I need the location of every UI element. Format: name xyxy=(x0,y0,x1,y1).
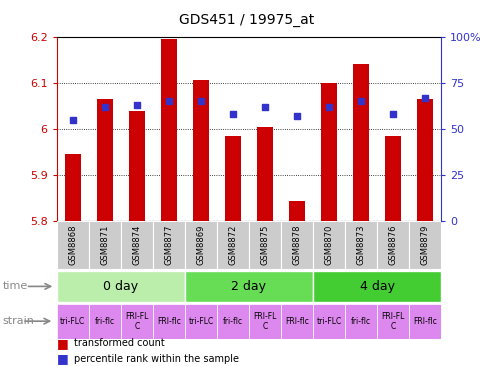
Text: GSM8871: GSM8871 xyxy=(100,225,109,265)
Bar xyxy=(57,221,89,269)
Bar xyxy=(97,99,113,221)
Text: GSM8870: GSM8870 xyxy=(324,225,334,265)
Text: FRI-FL
C: FRI-FL C xyxy=(253,312,277,330)
Bar xyxy=(281,221,313,269)
Point xyxy=(357,98,365,104)
Bar xyxy=(121,221,153,269)
Text: GSM8879: GSM8879 xyxy=(421,225,430,265)
Bar xyxy=(121,304,153,339)
Text: FRI-flc: FRI-flc xyxy=(413,317,437,326)
Bar xyxy=(289,201,305,221)
Bar xyxy=(225,136,241,221)
Bar xyxy=(193,81,209,221)
Bar xyxy=(65,154,81,221)
Point xyxy=(325,104,333,110)
Point xyxy=(421,95,429,101)
Text: GSM8874: GSM8874 xyxy=(132,225,141,265)
Bar xyxy=(409,221,441,269)
Bar xyxy=(353,64,369,221)
Text: GSM8873: GSM8873 xyxy=(356,225,366,265)
Bar xyxy=(281,304,313,339)
Point xyxy=(389,111,397,117)
Bar xyxy=(153,304,185,339)
Bar xyxy=(257,127,273,221)
Bar xyxy=(313,221,345,269)
Point xyxy=(69,117,77,123)
Bar xyxy=(57,304,89,339)
Text: FRI-FL
C: FRI-FL C xyxy=(382,312,405,330)
Point xyxy=(229,111,237,117)
Text: 4 day: 4 day xyxy=(360,280,394,293)
Text: GDS451 / 19975_at: GDS451 / 19975_at xyxy=(179,13,314,27)
Text: GSM8872: GSM8872 xyxy=(228,225,238,265)
Bar xyxy=(153,221,185,269)
Bar xyxy=(89,304,121,339)
Text: time: time xyxy=(2,281,28,291)
Bar xyxy=(57,271,185,302)
Text: fri-flc: fri-flc xyxy=(223,317,243,326)
Text: GSM8875: GSM8875 xyxy=(260,225,270,265)
Text: FRI-flc: FRI-flc xyxy=(285,317,309,326)
Text: GSM8878: GSM8878 xyxy=(292,225,302,265)
Bar xyxy=(89,221,121,269)
Point xyxy=(101,104,108,110)
Bar xyxy=(185,271,313,302)
Bar xyxy=(417,99,433,221)
Bar xyxy=(161,39,177,221)
Text: GSM8869: GSM8869 xyxy=(196,225,206,265)
Point xyxy=(197,98,205,104)
Bar xyxy=(313,271,441,302)
Text: fri-flc: fri-flc xyxy=(95,317,115,326)
Bar xyxy=(185,304,217,339)
Text: FRI-flc: FRI-flc xyxy=(157,317,181,326)
Bar xyxy=(129,111,145,221)
Point xyxy=(293,113,301,119)
Text: ■: ■ xyxy=(57,337,69,350)
Text: fri-flc: fri-flc xyxy=(351,317,371,326)
Text: tri-FLC: tri-FLC xyxy=(317,317,342,326)
Bar xyxy=(345,221,377,269)
Bar xyxy=(217,221,249,269)
Point xyxy=(133,102,141,108)
Text: GSM8876: GSM8876 xyxy=(388,225,398,265)
Bar xyxy=(249,304,281,339)
Text: percentile rank within the sample: percentile rank within the sample xyxy=(74,354,239,364)
Text: strain: strain xyxy=(2,316,35,326)
Bar xyxy=(249,221,281,269)
Point xyxy=(261,104,269,110)
Bar xyxy=(345,304,377,339)
Bar xyxy=(377,221,409,269)
Bar xyxy=(321,83,337,221)
Point xyxy=(165,98,173,104)
Text: tri-FLC: tri-FLC xyxy=(60,317,85,326)
Text: ■: ■ xyxy=(57,352,69,365)
Bar xyxy=(377,304,409,339)
Text: 0 day: 0 day xyxy=(103,280,139,293)
Bar xyxy=(409,304,441,339)
Text: transformed count: transformed count xyxy=(74,338,165,348)
Bar xyxy=(313,304,345,339)
Text: GSM8877: GSM8877 xyxy=(164,225,174,265)
Bar xyxy=(217,304,249,339)
Text: 2 day: 2 day xyxy=(232,280,266,293)
Text: GSM8868: GSM8868 xyxy=(68,225,77,265)
Bar xyxy=(185,221,217,269)
Text: tri-FLC: tri-FLC xyxy=(188,317,213,326)
Bar xyxy=(385,136,401,221)
Text: FRI-FL
C: FRI-FL C xyxy=(125,312,148,330)
